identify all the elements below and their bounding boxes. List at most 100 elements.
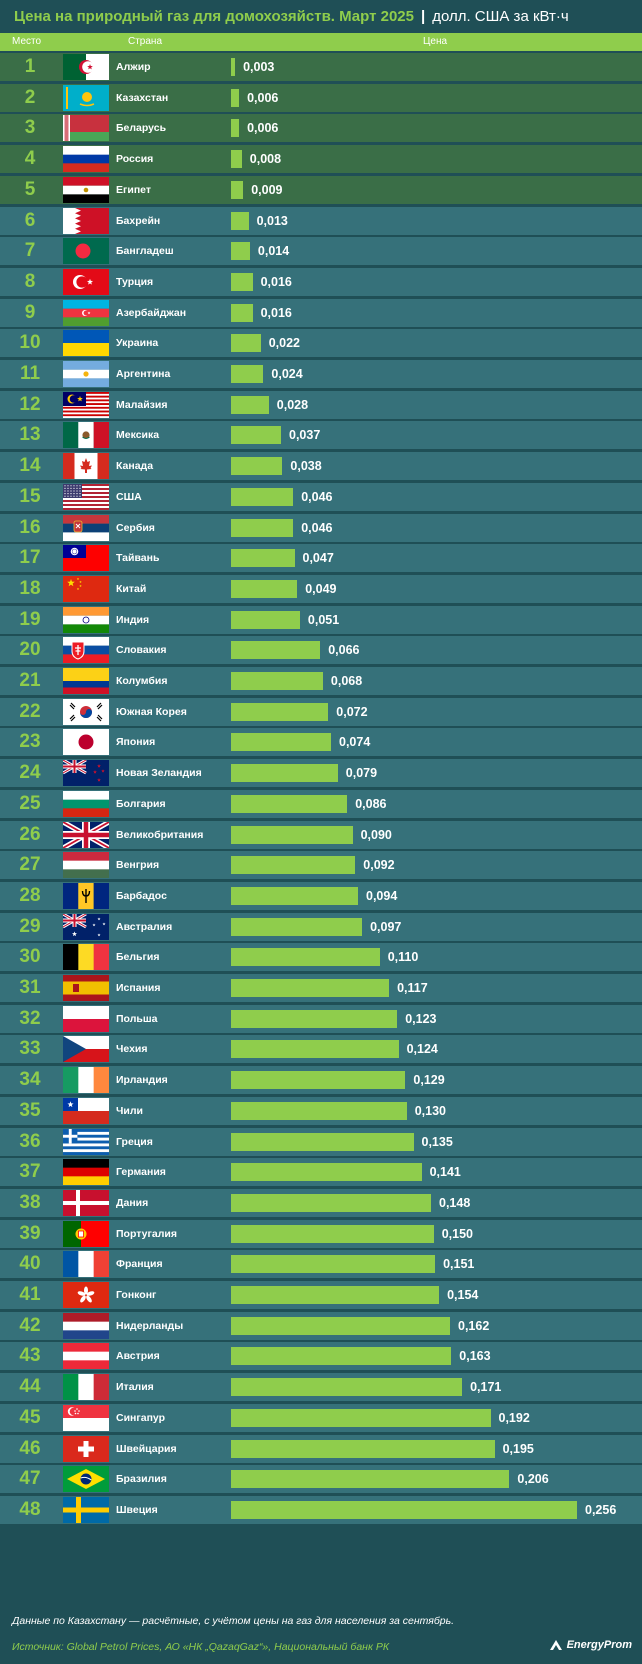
- mexico-flag: [63, 422, 109, 449]
- rank-label: 38: [19, 1191, 41, 1213]
- bar: [231, 1439, 495, 1458]
- value-label: 0,129: [413, 1073, 445, 1088]
- country-label: Гонконг: [116, 1289, 157, 1301]
- chart-row: 41 Гонконг 0,154: [0, 1281, 642, 1309]
- bar: [231, 303, 253, 322]
- bar: [231, 917, 363, 936]
- rank-label: 46: [19, 1437, 41, 1459]
- chart-row: 7 Бангладеш 0,014: [0, 237, 642, 266]
- bar: [231, 88, 240, 107]
- rank-label: 10: [19, 332, 41, 354]
- rank-label: 23: [19, 731, 41, 753]
- rank-label: 6: [24, 209, 36, 231]
- country-label: Дания: [116, 1196, 149, 1209]
- rank-label: 28: [19, 884, 41, 906]
- country-label: Франция: [116, 1258, 163, 1271]
- value-label: 0,141: [429, 1165, 461, 1180]
- barbados-flag: [63, 882, 109, 909]
- rank-label: 1: [24, 56, 36, 77]
- germany-flag: [63, 1159, 109, 1186]
- algeria-flag: [63, 54, 109, 80]
- value-label: 0,163: [459, 1349, 491, 1364]
- rank-label: 22: [19, 700, 41, 722]
- country-label: Азербайджан: [116, 306, 187, 319]
- chart-row: 16 Сербия 0,046: [0, 513, 642, 542]
- rank-label: 8: [24, 270, 36, 292]
- rank-label: 11: [19, 363, 41, 384]
- austria-flag: [63, 1343, 109, 1370]
- brand-logo: EnergyProm: [549, 1638, 632, 1652]
- bar: [231, 672, 323, 690]
- rank-label: 20: [19, 639, 41, 661]
- rank-label: 36: [19, 1130, 41, 1152]
- bar: [231, 487, 294, 506]
- chart-row: 37 Германия 0,141: [0, 1158, 642, 1187]
- chart-row: 5 Египет 0,009: [0, 175, 642, 204]
- chart-row: 21 Колумбия 0,068: [0, 667, 642, 695]
- bar: [231, 1470, 510, 1489]
- country-label: Бахрейн: [116, 214, 161, 227]
- chart-row: 6 Бахрейн 0,013: [0, 206, 642, 235]
- value-label: 0,195: [502, 1441, 534, 1456]
- chart-row: 39 Португалия 0,150: [0, 1219, 642, 1248]
- country-label: Египет: [116, 183, 152, 196]
- rank-label: 39: [19, 1222, 41, 1244]
- bar: [231, 1101, 407, 1120]
- country-label: Сингапур: [116, 1411, 166, 1424]
- chart-row: 47 Бразилия 0,206: [0, 1465, 642, 1494]
- japan-flag: [63, 729, 109, 756]
- bar: [231, 856, 356, 875]
- rank-label: 24: [19, 762, 41, 784]
- chart-row: 26 Великобритания 0,090: [0, 820, 642, 849]
- bar: [231, 518, 294, 537]
- sweden-flag: [63, 1496, 109, 1523]
- chart-row: 13 Мексика 0,037: [0, 421, 642, 450]
- bahrain-flag: [63, 207, 109, 234]
- chart-row: 19 Индия 0,051: [0, 605, 642, 634]
- chart-title: Цена на природный газ для домохозяйств. …: [0, 0, 642, 32]
- value-label: 0,079: [345, 766, 378, 781]
- country-label: Венгрия: [116, 859, 160, 872]
- rank-label: 3: [24, 117, 36, 139]
- value-label: 0,049: [305, 581, 337, 596]
- value-label: 0,094: [366, 888, 398, 903]
- country-label: Южная Корея: [116, 705, 187, 718]
- chart-row: 22 Южная Корея 0,072: [0, 697, 642, 726]
- turkey-flag: [63, 268, 109, 295]
- country-label: Австралия: [116, 920, 173, 933]
- bar: [231, 549, 295, 568]
- country-label: Новая Зеландия: [116, 767, 202, 780]
- country-label: Мексика: [116, 429, 160, 442]
- country-label: США: [116, 490, 142, 503]
- ukraine-flag: [63, 330, 109, 357]
- country-label: Казахстан: [116, 91, 169, 104]
- rank-label: 9: [24, 301, 36, 323]
- bar: [231, 764, 338, 783]
- rank-label: 18: [19, 577, 41, 599]
- value-label: 0,072: [336, 704, 368, 719]
- value-label: 0,013: [256, 213, 288, 228]
- value-label: 0,117: [397, 981, 428, 995]
- chart-row: 32 Польша 0,123: [0, 1004, 642, 1033]
- footnote: Данные по Казахстану — расчётные, с учёт…: [12, 1615, 455, 1627]
- country-label: Италия: [116, 1381, 154, 1394]
- country-label: Испания: [116, 982, 161, 994]
- country-label: Беларусь: [116, 122, 167, 135]
- rank-label: 16: [19, 516, 41, 538]
- rank-label: 25: [19, 792, 41, 814]
- bar: [231, 1009, 398, 1028]
- value-label: 0,051: [307, 612, 340, 627]
- rank-label: 37: [19, 1161, 41, 1183]
- rank-label: 42: [19, 1314, 41, 1336]
- rank-label: 13: [19, 424, 41, 446]
- russia-flag: [63, 146, 109, 173]
- value-label: 0,123: [405, 1011, 437, 1026]
- value-label: 0,256: [585, 1502, 617, 1517]
- chart-row: 44 Италия 0,171: [0, 1373, 642, 1402]
- country-label: Болгария: [116, 797, 166, 810]
- bar: [231, 886, 358, 905]
- bar: [231, 702, 329, 721]
- ireland-flag: [63, 1067, 109, 1094]
- chart-row: 11 Аргентина 0,024: [0, 360, 642, 388]
- australia-flag: [63, 913, 109, 940]
